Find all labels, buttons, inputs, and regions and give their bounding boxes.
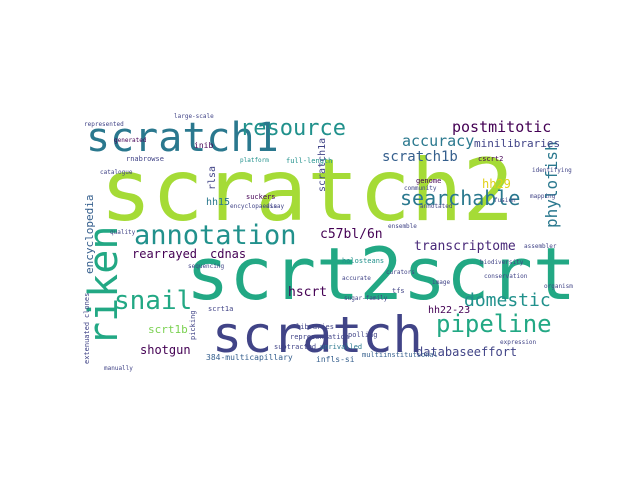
- word-domestic: domestic: [464, 290, 551, 311]
- word-hh2223: hh22-23: [428, 305, 471, 316]
- word-scratch1: scratch1: [86, 115, 279, 161]
- word-scratch1b: scratch1b: [382, 149, 458, 165]
- word-encyclopedia: encyclopedia: [83, 194, 96, 274]
- word-suckers: suckers: [246, 193, 276, 201]
- word-genome: genome: [416, 177, 442, 185]
- word-postmitotic: postmitotic: [452, 118, 552, 136]
- word-community: community: [404, 185, 437, 192]
- word-rnabrowse: rnabrowse: [126, 155, 164, 163]
- word-organism: organism: [544, 283, 573, 290]
- word-fusion: fusion: [494, 197, 516, 204]
- word-scrt2scrt: scrt2scrt: [186, 232, 577, 316]
- word-sugar-family: sugar-family: [344, 295, 388, 302]
- word-rlsa: rlsa: [207, 165, 218, 190]
- word-shotgun: shotgun: [140, 343, 191, 357]
- word-sequencing: sequencing: [188, 263, 225, 270]
- word-hh29: hh29: [482, 177, 511, 191]
- word-phylofish: phylofish: [542, 141, 561, 228]
- word-databaseeffort: databaseeffort: [416, 345, 518, 359]
- word-large-scale: large-scale: [174, 113, 214, 120]
- word-subtracted: subtracted: [274, 343, 317, 351]
- word-full-length: full-length: [286, 157, 333, 165]
- word-quality: quality: [110, 229, 136, 236]
- word-rearrayed: rearrayed: [132, 247, 198, 261]
- word-scrt1b: scrt1b: [148, 323, 188, 336]
- word-accuracy: accuracy: [402, 132, 475, 150]
- word-multiinstitutional: multiinstitutional: [362, 351, 438, 359]
- word-scratch: scratch: [212, 306, 423, 364]
- word-cscrt2: cscrt2: [478, 155, 504, 163]
- word-annotation: annotation: [134, 220, 297, 251]
- word-mapping: mapping: [530, 193, 556, 200]
- word-curators: curators: [386, 269, 415, 276]
- word-hh15: hh15: [206, 197, 231, 208]
- word-represented: represented: [84, 121, 124, 128]
- word-searchable: searchable: [400, 186, 521, 210]
- word-identifying: identifying: [532, 167, 572, 174]
- word-scratch2: scratch2: [100, 141, 515, 241]
- word-tfs: tfs: [392, 287, 405, 295]
- word-ensemble: ensemble: [388, 223, 417, 230]
- word-holosteans: holosteans: [342, 257, 385, 265]
- word-platform: platform: [240, 157, 269, 164]
- word-clones: clones: [83, 292, 91, 318]
- word-catalogue: catalogue: [100, 169, 133, 176]
- word-inib: inib: [194, 141, 214, 150]
- word-hscrt: hscrt: [288, 285, 328, 300]
- word-cdnas: cdnas: [210, 247, 247, 261]
- word-conservation: conservation: [484, 273, 528, 280]
- word-extenuated: extenuated: [83, 321, 91, 364]
- word-generated: generated: [114, 137, 147, 144]
- word-polling: polling: [348, 331, 378, 339]
- word-multicapillary: 384-multicapillary: [206, 353, 293, 362]
- word-accurate: accurate: [342, 275, 371, 282]
- word-resource: resource: [240, 116, 346, 141]
- word-assay: assay: [266, 203, 285, 210]
- word-c57bl6n: c57bl/6n: [320, 227, 383, 242]
- word-transcriptome: transcriptome: [414, 239, 516, 254]
- word-assembler: assembler: [524, 243, 557, 250]
- word-representation: representation: [290, 333, 350, 341]
- word-unrivalled: unrivalled: [320, 343, 363, 351]
- word-libraries: libraries: [296, 323, 334, 331]
- word-infls-si: infls-si: [316, 355, 355, 364]
- word-manually: manually: [104, 365, 133, 372]
- word-image: image: [432, 279, 451, 286]
- word-minilibraries: minilibraries: [474, 137, 561, 150]
- word-biodiversity: biodiversity: [480, 259, 524, 266]
- word-pipeline: pipeline: [436, 310, 552, 338]
- word-picking: picking: [189, 310, 197, 340]
- word-encyclopaedia: encyclopaedia: [230, 203, 277, 210]
- word-scrt1a: scrt1a: [208, 305, 234, 313]
- word-expression: expression: [500, 339, 537, 346]
- word-annotated: annotated: [420, 203, 453, 210]
- word-snail: snail: [114, 286, 193, 316]
- word-cloud: scratch2 scrt2scrt scratch scratch1 rike…: [80, 108, 576, 372]
